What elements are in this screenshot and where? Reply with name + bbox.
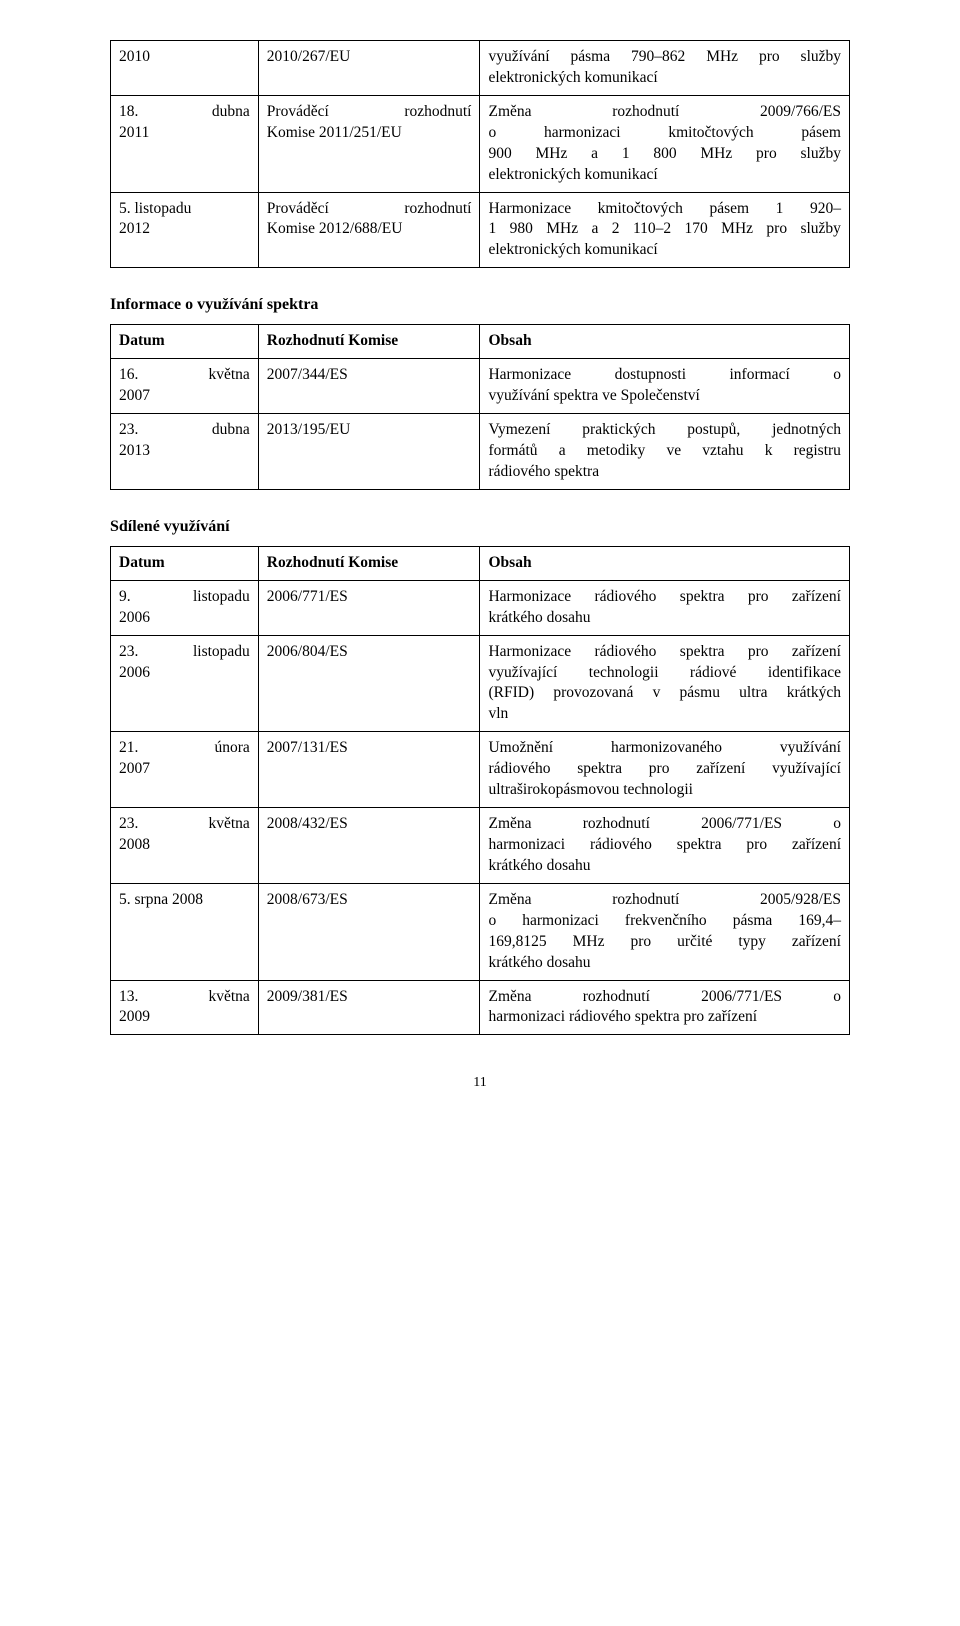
header-content-label: Obsah bbox=[488, 332, 531, 349]
cell-date: 9.listopadu2006 bbox=[111, 580, 259, 635]
cell-date: 5. listopadu2012 bbox=[111, 192, 259, 268]
cell-content: Vymezenípraktickýchpostupů,jednotnýchfor… bbox=[480, 414, 850, 490]
cell-content: Harmonizacedostupnostiinformacíovyužíván… bbox=[480, 359, 850, 414]
header-date-label: Datum bbox=[119, 332, 165, 349]
document-page: 2010 2010/267/EU využívánípásma790–862MH… bbox=[0, 0, 960, 1131]
table-spectrum-info: Datum Rozhodnutí Komise Obsah 16.května2… bbox=[110, 324, 850, 490]
table-row: 23.května2008 2008/432/ES Změnarozhodnut… bbox=[111, 808, 850, 884]
table-row: 23.dubna2013 2013/195/EU Vymezenípraktic… bbox=[111, 414, 850, 490]
cell-date: 16.května2007 bbox=[111, 359, 259, 414]
cell-date: 23.dubna2013 bbox=[111, 414, 259, 490]
cell-content: Umožněníharmonizovanéhovyužívánírádiovéh… bbox=[480, 732, 850, 808]
header-decision-label: Rozhodnutí Komise bbox=[267, 554, 398, 571]
cell-date: 18.dubna2011 bbox=[111, 95, 259, 192]
table-row: 23.listopadu2006 2006/804/ES Harmonizace… bbox=[111, 635, 850, 732]
table-shared-use-body: Datum Rozhodnutí Komise Obsah 9.listopad… bbox=[111, 546, 850, 1035]
cell-decision: 2006/771/ES bbox=[258, 580, 480, 635]
cell-content: Změnarozhodnutí2005/928/ESoharmonizacifr… bbox=[480, 883, 850, 980]
cell-content: Změnarozhodnutí2006/771/ESoharmonizaci r… bbox=[480, 980, 850, 1035]
cell-date: 23.května2008 bbox=[111, 808, 259, 884]
header-content-label: Obsah bbox=[488, 554, 531, 571]
header-date: Datum bbox=[111, 546, 259, 580]
header-content: Obsah bbox=[480, 546, 850, 580]
cell-date: 5. srpna 2008 bbox=[111, 883, 259, 980]
table-row: 5. srpna 2008 2008/673/ES Změnarozhodnut… bbox=[111, 883, 850, 980]
table-shared-use: Datum Rozhodnutí Komise Obsah 9.listopad… bbox=[110, 546, 850, 1036]
cell-decision: ProváděcírozhodnutíKomise 2012/688/EU bbox=[258, 192, 480, 268]
header-date-label: Datum bbox=[119, 554, 165, 571]
table-top: 2010 2010/267/EU využívánípásma790–862MH… bbox=[110, 40, 850, 268]
cell-decision: ProváděcírozhodnutíKomise 2011/251/EU bbox=[258, 95, 480, 192]
table-row: 18.dubna2011 ProváděcírozhodnutíKomise 2… bbox=[111, 95, 850, 192]
header-date: Datum bbox=[111, 325, 259, 359]
cell-content: Změnarozhodnutí2006/771/ESoharmonizacirá… bbox=[480, 808, 850, 884]
header-content: Obsah bbox=[480, 325, 850, 359]
cell-content: Harmonizacekmitočtovýchpásem1920–1980MHz… bbox=[480, 192, 850, 268]
cell-decision: 2010/267/EU bbox=[258, 41, 480, 96]
cell-date: 21.února2007 bbox=[111, 732, 259, 808]
section-title-spectrum-info: Informace o využívání spektra bbox=[110, 296, 850, 314]
cell-decision: 2006/804/ES bbox=[258, 635, 480, 732]
cell-decision: 2008/673/ES bbox=[258, 883, 480, 980]
cell-date: 23.listopadu2006 bbox=[111, 635, 259, 732]
table-header-row: Datum Rozhodnutí Komise Obsah bbox=[111, 546, 850, 580]
header-decision: Rozhodnutí Komise bbox=[258, 325, 480, 359]
header-decision: Rozhodnutí Komise bbox=[258, 546, 480, 580]
table-row: 16.května2007 2007/344/ES Harmonizacedos… bbox=[111, 359, 850, 414]
cell-decision: 2008/432/ES bbox=[258, 808, 480, 884]
cell-content: využívánípásma790–862MHzproslužbyelektro… bbox=[480, 41, 850, 96]
cell-content: Změnarozhodnutí2009/766/ESoharmonizacikm… bbox=[480, 95, 850, 192]
table-row: 5. listopadu2012 ProváděcírozhodnutíKomi… bbox=[111, 192, 850, 268]
cell-decision: 2007/344/ES bbox=[258, 359, 480, 414]
table-row: 9.listopadu2006 2006/771/ES Harmonizacer… bbox=[111, 580, 850, 635]
page-number: 11 bbox=[110, 1075, 850, 1091]
table-spectrum-info-body: Datum Rozhodnutí Komise Obsah 16.května2… bbox=[111, 325, 850, 490]
cell-decision: 2013/195/EU bbox=[258, 414, 480, 490]
table-header-row: Datum Rozhodnutí Komise Obsah bbox=[111, 325, 850, 359]
table-row: 13.května2009 2009/381/ES Změnarozhodnut… bbox=[111, 980, 850, 1035]
table-row: 2010 2010/267/EU využívánípásma790–862MH… bbox=[111, 41, 850, 96]
cell-date: 2010 bbox=[111, 41, 259, 96]
cell-decision: 2007/131/ES bbox=[258, 732, 480, 808]
cell-date: 13.května2009 bbox=[111, 980, 259, 1035]
header-decision-label: Rozhodnutí Komise bbox=[267, 332, 398, 349]
table-row: 21.února2007 2007/131/ES Umožněníharmoni… bbox=[111, 732, 850, 808]
table-top-body: 2010 2010/267/EU využívánípásma790–862MH… bbox=[111, 41, 850, 268]
cell-content: Harmonizacerádiovéhospektraprozařízeníkr… bbox=[480, 580, 850, 635]
cell-decision: 2009/381/ES bbox=[258, 980, 480, 1035]
cell-content: Harmonizacerádiovéhospektraprozařízenívy… bbox=[480, 635, 850, 732]
section-title-shared-use: Sdílené využívání bbox=[110, 518, 850, 536]
